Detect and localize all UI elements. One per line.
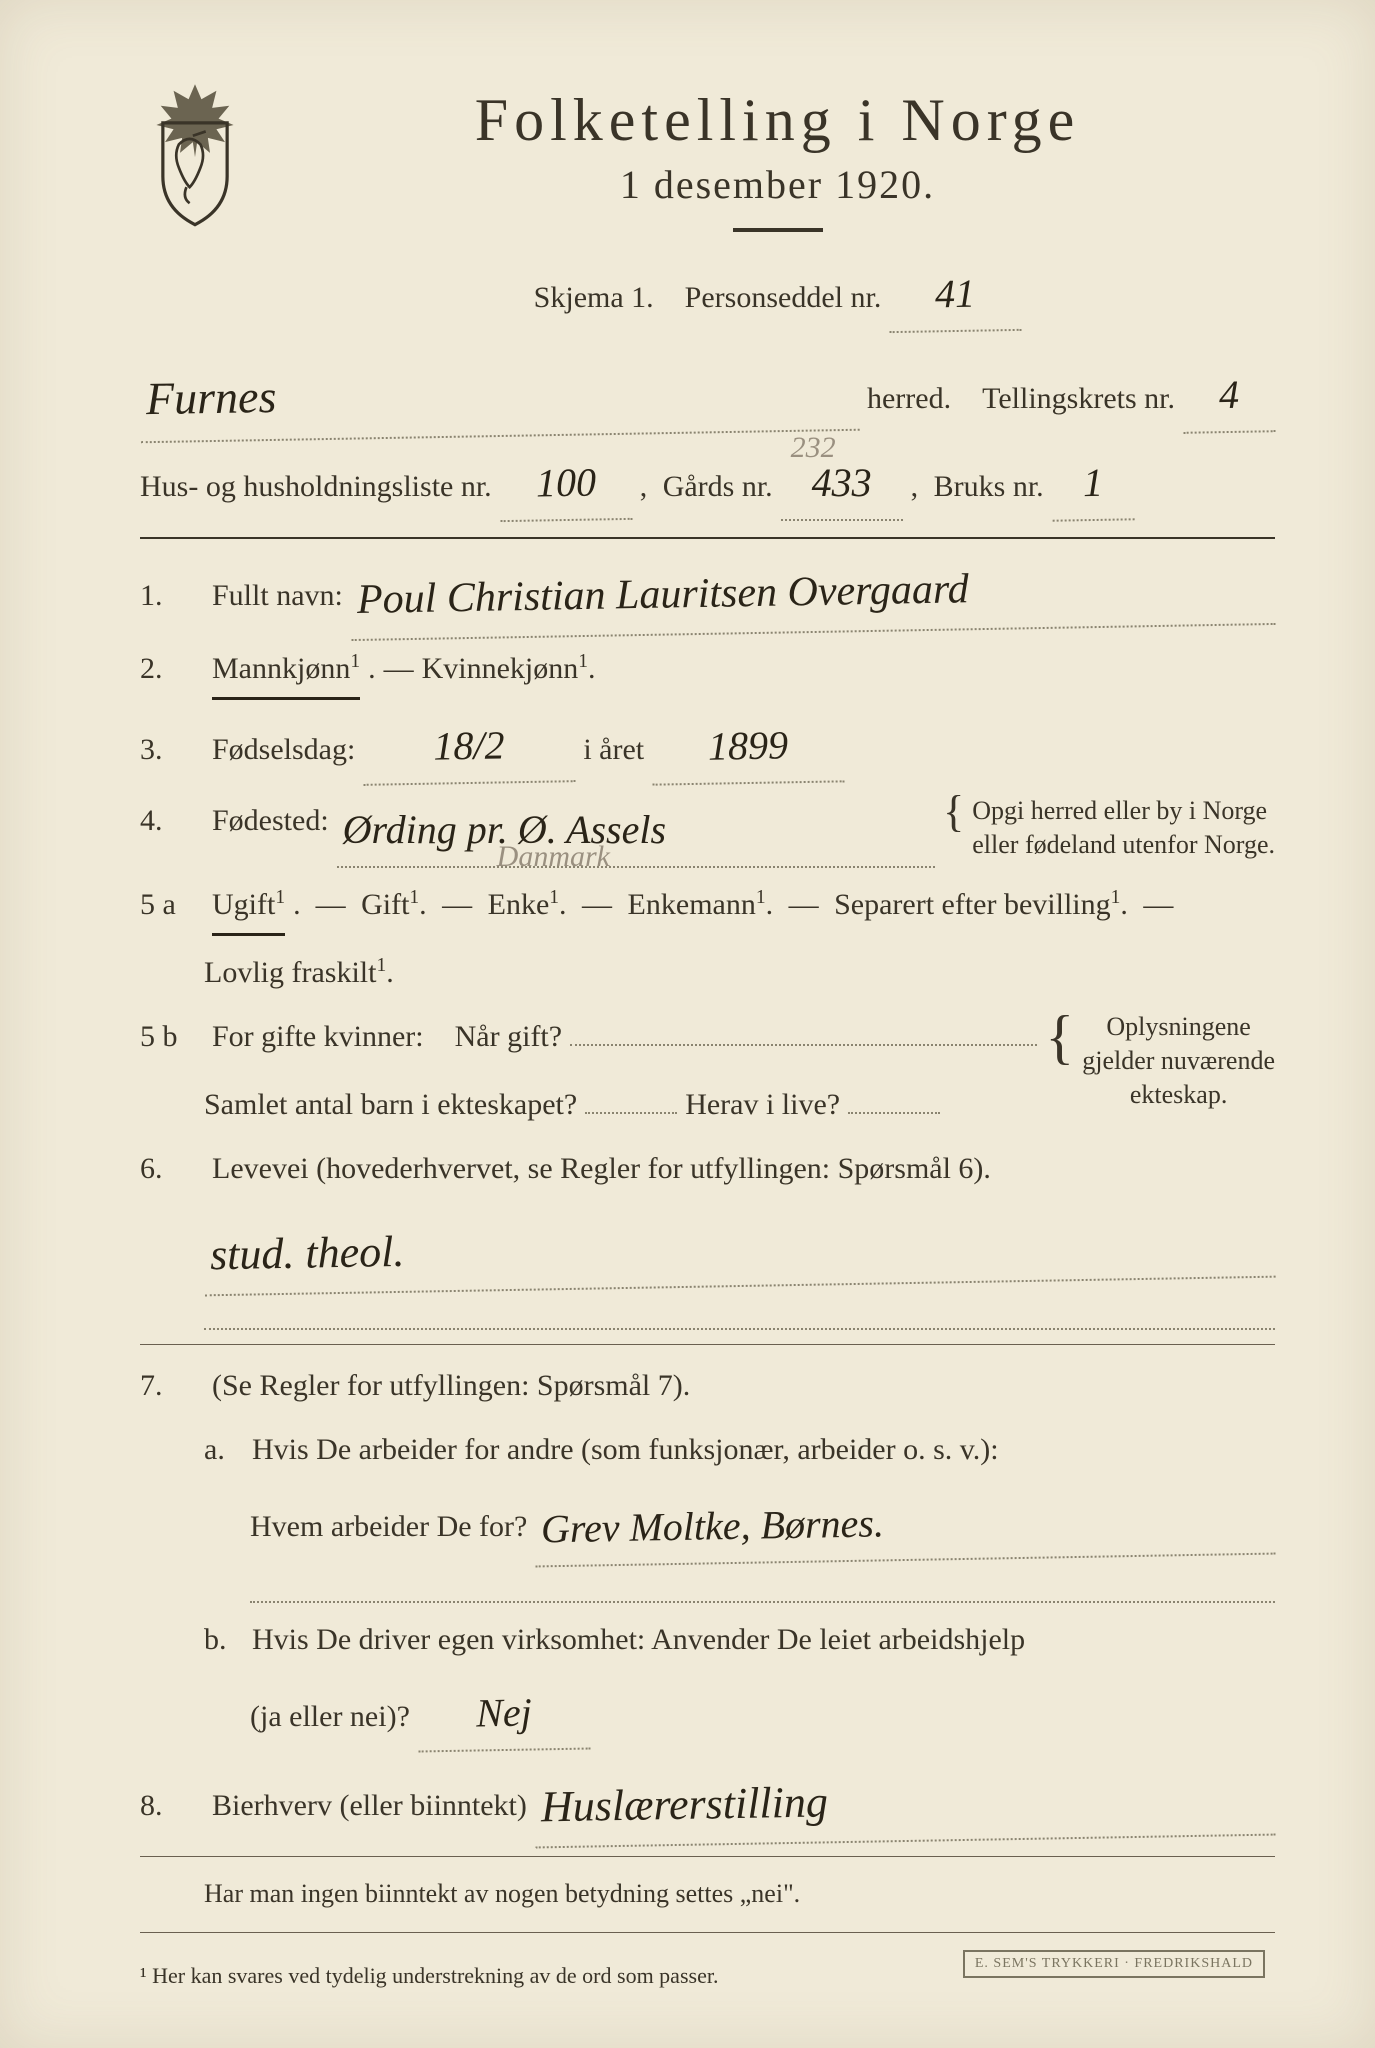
q6-blank [140, 1298, 1275, 1330]
q7a-row1: a. Hvis De arbeider for andre (som funks… [140, 1423, 1275, 1477]
q5a-ugift: Ugift1 [212, 878, 285, 936]
q5a-num: 5 a [140, 878, 204, 932]
hus-row: Hus- og husholdningsliste nr. 100 , Gård… [140, 447, 1275, 521]
q3-year: 1899 [652, 709, 845, 786]
q8-num: 8. [140, 1779, 204, 1833]
q8-row: 8. Bierhverv (eller biinntekt) Huslærers… [140, 1761, 1275, 1842]
q3-day: 18/2 [363, 709, 576, 787]
herred-row: Furnes herred. Tellingskrets nr. 4 [140, 352, 1275, 437]
q3-num: 3. [140, 723, 204, 777]
q7a-label1: Hvis De arbeider for andre (som funksjon… [252, 1423, 999, 1477]
q6-value: stud. theol. [203, 1197, 1275, 1297]
form-date: 1 desember 1920. [280, 161, 1275, 208]
q7-row: 7. (Se Regler for utfyllingen: Spørsmål … [140, 1359, 1275, 1413]
tellingskrets-label: Tellingskrets nr. [982, 372, 1175, 426]
q2-row: 2. Mannkjønn1 . — Kvinnekjønn1. [140, 642, 1275, 700]
personseddel-label: Personseddel nr. [685, 271, 882, 325]
schema-row: Skjema 1. Personseddel nr. 41 [280, 258, 1275, 332]
q4-row: 4. Fødested: Ørding pr. Ø. Assels Danmar… [140, 794, 1275, 868]
q2-num: 2. [140, 642, 204, 696]
q2-kvinne: Kvinnekjønn1. [422, 642, 596, 696]
printer-stamp: E. SEM'S TRYKKERI · FREDRIKSHALD [963, 1950, 1265, 1978]
title-block: Folketelling i Norge 1 desember 1920. Sk… [280, 80, 1275, 342]
q5a-enkemann: Enkemann1. [628, 878, 774, 932]
personseddel-nr: 41 [889, 257, 1022, 333]
q5b-hint: Oplysningene gjelder nuværende ekteskap. [1082, 1010, 1275, 1111]
q5b-nargift: Når gift? [455, 1010, 562, 1064]
q5a-enke: Enke1. [488, 878, 567, 932]
q3-row: 3. Fødselsdag: 18/2 i året 1899 [140, 710, 1275, 784]
q5b-herav: Herav i live? [685, 1078, 840, 1132]
q1-value: Poul Christian Lauritsen Overgaard [350, 547, 1275, 641]
bruks-nr: 1 [1051, 446, 1134, 521]
q1-row: 1. Fullt navn: Poul Christian Lauritsen … [140, 555, 1275, 633]
q7b-num: b. [204, 1613, 244, 1667]
divider [140, 537, 1275, 539]
q7a-blank [140, 1571, 1275, 1603]
q7a-num: a. [204, 1423, 244, 1477]
q5b-row: 5 b For gifte kvinner: Når gift? Samlet … [140, 1010, 1275, 1132]
divider [140, 1932, 1275, 1933]
q5b-label: For gifte kvinner: [212, 1010, 424, 1064]
gards-nr-alt: 232 [791, 421, 836, 475]
q1-label: Fullt navn: [212, 569, 343, 623]
q8-label: Bierhverv (eller biinntekt) [212, 1779, 527, 1833]
q4-num: 4. [140, 794, 204, 848]
q7b-label1: Hvis De driver egen virksomhet: Anvender… [252, 1613, 1025, 1667]
title-rule [733, 228, 823, 232]
q6-value-row: stud. theol. [140, 1206, 1275, 1287]
q7a-value: Grev Moltke, Børnes. [535, 1480, 1276, 1567]
q7-label: (Se Regler for utfyllingen: Spørsmål 7). [212, 1359, 690, 1413]
form-title: Folketelling i Norge [280, 86, 1275, 155]
schema-label: Skjema 1. [534, 271, 654, 325]
q5b-barn-label: Samlet antal barn i ekteskapet? [204, 1078, 577, 1132]
coat-of-arms-icon [140, 80, 250, 230]
q5b-herav-value [848, 1112, 940, 1114]
q6-row: 6. Levevei (hovederhvervet, se Regler fo… [140, 1142, 1275, 1196]
hus-label: Hus- og husholdningsliste nr. [140, 460, 492, 514]
q7b-value: Nej [417, 1675, 590, 1752]
bruks-label: Bruks nr. [934, 460, 1044, 514]
q5a-fraskilt: Lovlig fraskilt1. [204, 956, 394, 989]
q4-label: Fødested: [212, 794, 329, 848]
q7a-row2: Hvem arbeider De for? Grev Moltke, Børne… [140, 1487, 1275, 1561]
census-form-page: Folketelling i Norge 1 desember 1920. Sk… [0, 0, 1375, 2048]
q5a-row: 5 a Ugift1 . — Gift1. — Enke1. — Enkeman… [140, 878, 1275, 936]
herred-label: herred. [867, 372, 951, 426]
q7a-label2: Hvem arbeider De for? [250, 1500, 527, 1554]
q6-label: Levevei (hovederhvervet, se Regler for u… [212, 1142, 991, 1196]
q7b-row2: (ja eller nei)? Nej [140, 1677, 1275, 1751]
divider [140, 1856, 1275, 1857]
q5a-gift: Gift1. [361, 878, 427, 932]
q8-value: Huslærerstilling [534, 1754, 1275, 1848]
q5b-barn-value [585, 1112, 677, 1114]
tellingskrets-nr: 4 [1182, 358, 1275, 434]
herred-value: Furnes [139, 346, 859, 443]
divider [140, 1344, 1275, 1345]
q6-num: 6. [140, 1142, 204, 1196]
q2-dash: — [384, 642, 414, 696]
q5a-row2: Lovlig fraskilt1. [140, 946, 1275, 1000]
q5b-num: 5 b [140, 1010, 204, 1064]
q3-label: Fødselsdag: [212, 723, 355, 777]
header: Folketelling i Norge 1 desember 1920. Sk… [140, 80, 1275, 342]
gards-label: Gårds nr. [663, 460, 773, 514]
q1-num: 1. [140, 569, 204, 623]
note-row: Har man ingen biinntekt av nogen betydni… [140, 1871, 1275, 1918]
q7b-row1: b. Hvis De driver egen virksomhet: Anven… [140, 1613, 1275, 1667]
q2-mann: Mannkjønn1 [212, 642, 360, 700]
q3-year-label: i året [583, 723, 644, 777]
q7b-label2: (ja eller nei)? [250, 1690, 410, 1744]
q5a-separert: Separert efter bevilling1. [834, 878, 1128, 932]
q7-num: 7. [140, 1359, 204, 1413]
q4-note: Danmark [497, 830, 610, 884]
q4-hint: Opgi herred eller by i Norge eller fødel… [972, 794, 1275, 862]
hus-nr: 100 [499, 446, 632, 522]
q5b-nargift-value [570, 1044, 1037, 1046]
